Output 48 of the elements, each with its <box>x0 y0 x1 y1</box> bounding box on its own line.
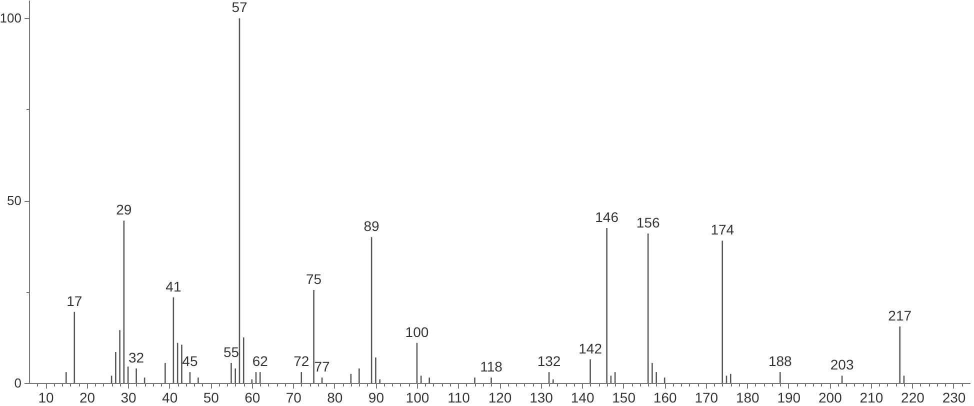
annotation: 188 <box>768 353 792 370</box>
annotation: 75 <box>306 270 322 287</box>
x-tick-label: 210 <box>860 390 884 406</box>
annotation: 55 <box>223 344 240 360</box>
x-tick-label: 10 <box>38 390 54 406</box>
annotation: 118 <box>480 358 503 375</box>
annotation: 142 <box>578 340 602 356</box>
annotation: 174 <box>710 222 734 238</box>
annotation: 29 <box>116 202 132 218</box>
y-tick-label: 50 <box>7 193 22 208</box>
x-tick-label: 100 <box>406 390 430 406</box>
x-tick-label: 20 <box>79 390 96 406</box>
x-tick-label: 80 <box>327 390 343 406</box>
x-tick-label: 60 <box>244 390 260 406</box>
annotation: 72 <box>294 353 310 370</box>
y-tick-label: 100 <box>0 10 22 26</box>
annotation: 17 <box>66 292 82 309</box>
annotation: 217 <box>888 307 912 324</box>
x-tick-label: 180 <box>736 390 760 406</box>
annotation: 45 <box>182 353 198 370</box>
annotation: 77 <box>314 358 330 375</box>
annotation: 146 <box>595 208 619 225</box>
annotation: 156 <box>636 214 660 230</box>
x-tick-label: 110 <box>448 390 470 406</box>
x-tick-label: 130 <box>530 390 554 406</box>
annotation: 89 <box>364 218 380 234</box>
y-tick-label: 0 <box>14 376 22 390</box>
x-tick-label: 160 <box>653 390 677 406</box>
annotation: 203 <box>830 356 854 373</box>
x-tick-label: 40 <box>162 390 178 406</box>
x-tick-label: 120 <box>488 390 512 406</box>
x-tick-label: 70 <box>286 390 302 406</box>
annotation: 62 <box>252 353 268 370</box>
x-tick-label: 150 <box>612 390 636 406</box>
x-tick-label: 190 <box>777 390 801 406</box>
annotation: 41 <box>166 278 182 294</box>
x-tick-label: 90 <box>368 390 384 406</box>
x-tick-label: 220 <box>901 390 925 406</box>
annotation: 132 <box>537 353 561 370</box>
x-tick-label: 200 <box>818 390 842 406</box>
annotation: 32 <box>128 349 144 366</box>
x-tick-label: 170 <box>694 390 718 406</box>
annotation: 57 <box>232 0 248 16</box>
x-tick-label: 30 <box>120 390 137 406</box>
x-tick-label: 140 <box>570 390 594 406</box>
annotation: 100 <box>405 324 429 340</box>
x-tick-label: 50 <box>203 390 220 406</box>
x-tick-label: 230 <box>942 390 966 406</box>
